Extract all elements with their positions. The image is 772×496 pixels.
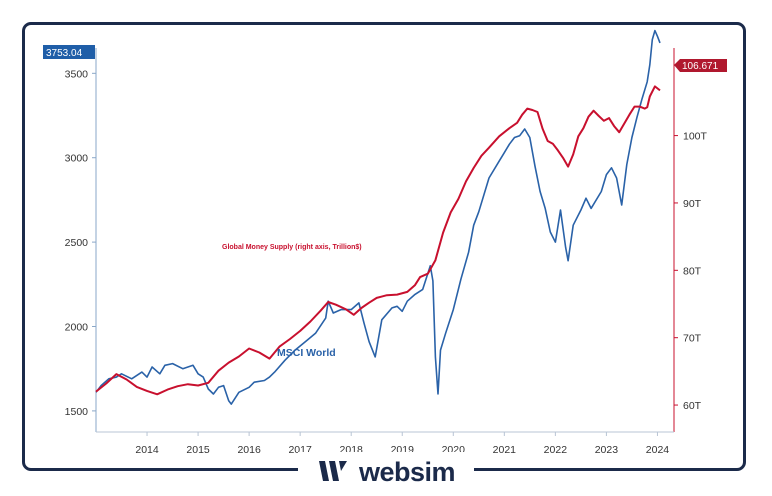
left-tick-label: 1500: [65, 406, 89, 418]
msci-world-annotation: MSCI World: [277, 347, 336, 359]
right-tick-label: 90T: [683, 198, 702, 210]
right-tick-label: 100T: [683, 131, 708, 143]
x-tick-label: 2023: [595, 444, 619, 456]
left-tick-label: 3000: [65, 153, 89, 165]
x-tick-label: 2021: [493, 444, 517, 456]
websim-logo-icon: [318, 461, 347, 481]
msci-world-line: [95, 29, 661, 405]
websim-logo: websim: [298, 452, 474, 492]
left-tick-label: 3500: [65, 68, 89, 80]
x-tick-label: 2022: [544, 444, 568, 456]
chart-frame: [22, 22, 746, 471]
websim-logo-text: websim: [358, 456, 456, 487]
money-supply-annotation: Global Money Supply (right axis, Trillio…: [222, 244, 362, 251]
x-tick-label: 2024: [646, 444, 670, 456]
money-supply-current-value: 106.671: [682, 61, 719, 72]
left-tick-label: 2500: [65, 237, 89, 249]
right-tick-label: 80T: [683, 265, 702, 277]
left-axis-ticks: 1500 2000 2500 3000 3500: [65, 68, 96, 418]
msci-value-tag: 3753.04: [43, 45, 95, 59]
x-tick-label: 2016: [237, 444, 261, 456]
msci-current-value: 3753.04: [46, 48, 83, 59]
left-tick-label: 2000: [65, 322, 89, 334]
right-tick-label: 70T: [683, 333, 702, 345]
x-tick-label: 2014: [135, 444, 159, 456]
money-supply-value-tag: 106.671: [674, 59, 727, 72]
x-tick-label: 2015: [186, 444, 210, 456]
money-supply-line: [95, 85, 661, 396]
right-axis-ticks: 60T 70T 80T 90T 100T: [674, 131, 708, 412]
right-tick-label: 60T: [683, 400, 702, 412]
